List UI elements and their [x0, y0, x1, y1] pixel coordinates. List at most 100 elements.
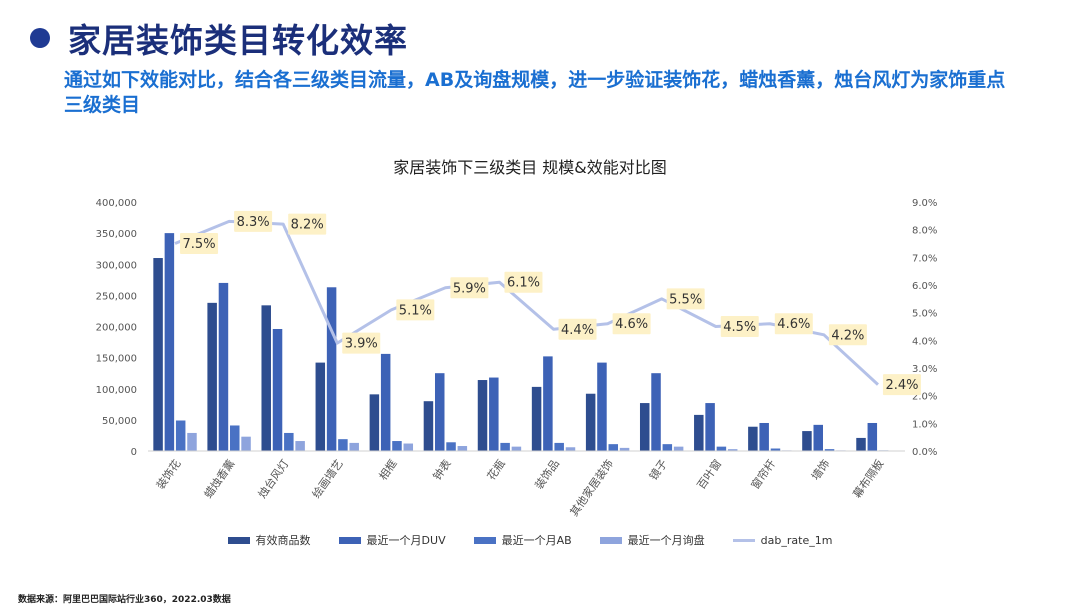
rate-label-box: [720, 316, 759, 337]
legend-swatch: [227, 536, 250, 544]
x-tick-label: 装饰花: [153, 457, 183, 492]
bar: [153, 258, 163, 451]
x-tick-label: 花瓶: [484, 457, 508, 483]
bar: [218, 282, 229, 451]
rate-data-label: 7.5%: [180, 233, 219, 254]
bar: [673, 446, 684, 451]
rate-label-box: [666, 288, 705, 310]
legend-label: 最近一个月AB: [501, 534, 572, 547]
legend-label: dab_rate_1m: [760, 533, 833, 547]
rate-label-box: [774, 313, 813, 335]
page-title: 家居装饰类目转化效率: [68, 21, 408, 60]
x-tick-label: 装饰品: [532, 457, 562, 492]
x-tick-label: 幕布隔板: [850, 457, 887, 501]
legend-item: 最近一个月AB: [473, 532, 572, 548]
bar: [349, 442, 359, 451]
rate-data-label: 4.4%: [558, 318, 597, 340]
x-tick-label: 烛台风灯: [255, 457, 292, 501]
rate-label-box: [558, 318, 597, 340]
bar: [230, 425, 240, 451]
rate-data-label: 4.6%: [774, 313, 813, 335]
y2-tick-label: 3.0%: [912, 364, 937, 375]
rate-data-label: 4.2%: [828, 324, 867, 346]
y2-tick-label: 6.0%: [912, 281, 937, 292]
rate-label-text: 4.6%: [777, 317, 810, 332]
rate-data-label: 5.9%: [450, 277, 489, 299]
rate-data-label: 3.9%: [342, 332, 381, 354]
rate-label-text: 3.9%: [345, 337, 378, 352]
bar: [446, 442, 456, 451]
rate-label-text: 2.4%: [885, 378, 918, 393]
bar: [759, 422, 769, 451]
y2-tick-label: 0.0%: [912, 447, 937, 458]
rate-data-label: 4.5%: [720, 316, 759, 337]
bar: [867, 422, 878, 451]
rate-label-text: 8.2%: [291, 218, 324, 233]
x-tick-label: 绘画墙艺: [309, 457, 346, 501]
rate-label-box: [612, 313, 651, 335]
bar: [295, 441, 305, 451]
y2-tick-label: 8.0%: [912, 226, 937, 237]
legend-item: 最近一个月询盘: [599, 532, 705, 548]
rate-label-box: [396, 299, 435, 321]
bar: [543, 356, 553, 451]
rate-label-box: [450, 277, 489, 299]
chart-legend: 有效商品数 最近一个月DUV 最近一个月AB 最近一个月询盘 dab_rate_1m: [0, 532, 1060, 548]
rate-data-label: 8.3%: [234, 210, 273, 232]
bar: [164, 233, 175, 451]
y2-tick-label: 4.0%: [912, 336, 937, 347]
bar: [284, 432, 294, 451]
rate-label-text: 4.2%: [831, 328, 864, 343]
bar: [597, 362, 607, 451]
legend-item: dab_rate_1m: [732, 532, 833, 548]
y-tick-label: 350,000: [96, 229, 137, 240]
bar: [727, 449, 738, 451]
legend-swatch: [732, 538, 755, 542]
bar: [705, 403, 715, 451]
rate-label-text: 4.6%: [615, 317, 648, 332]
bar: [207, 302, 217, 451]
rate-data-label: 5.5%: [666, 288, 705, 310]
title-bullet-icon: [30, 28, 50, 48]
x-tick-label: 相框: [377, 457, 400, 482]
bar: [554, 442, 564, 451]
bar: [824, 449, 835, 451]
legend-label: 有效商品数: [255, 534, 311, 547]
bar: [187, 432, 197, 451]
rate-label-text: 5.5%: [669, 292, 702, 307]
bar: [619, 447, 630, 451]
bar: [315, 362, 326, 451]
rate-label-text: 8.3%: [237, 215, 270, 230]
y2-tick-label: 7.0%: [912, 253, 937, 264]
bar: [770, 448, 781, 451]
bar: [531, 386, 542, 451]
bar: [241, 436, 251, 451]
page-subtitle: 通过如下效能对比，结合各三级类目流量，AB及询盘规模，进一步验证装饰花，蜡烛香薰…: [64, 69, 1006, 116]
bar: [392, 441, 402, 451]
rate-label-box: [828, 324, 867, 346]
rate-label-text: 5.9%: [453, 281, 486, 296]
rate-data-label: 2.4%: [882, 374, 921, 396]
rate-label-text: 7.5%: [183, 237, 216, 252]
bar: [175, 420, 186, 451]
bar: [716, 446, 727, 451]
y-tick-label: 300,000: [96, 260, 137, 271]
rate-label-box: [234, 210, 273, 232]
bar: [565, 447, 576, 451]
x-tick-label: 墙饰: [808, 457, 832, 483]
y-tick-label: 250,000: [96, 291, 137, 302]
bar: [477, 380, 488, 451]
y-tick-label: 0: [131, 447, 137, 458]
y-tick-label: 150,000: [96, 354, 137, 365]
bar: [369, 394, 380, 451]
legend-label: 最近一个月DUV: [366, 534, 446, 547]
x-tick-label: 钟表: [430, 457, 454, 483]
bar: [434, 373, 445, 451]
bar: [639, 403, 650, 451]
bar: [651, 373, 661, 451]
data-source-note: 数据来源：阿里巴巴国际站行业360，2022.03数据: [18, 595, 231, 605]
bar: [748, 426, 758, 451]
x-tick-label: 镜子: [646, 457, 670, 483]
bar: [261, 305, 271, 451]
